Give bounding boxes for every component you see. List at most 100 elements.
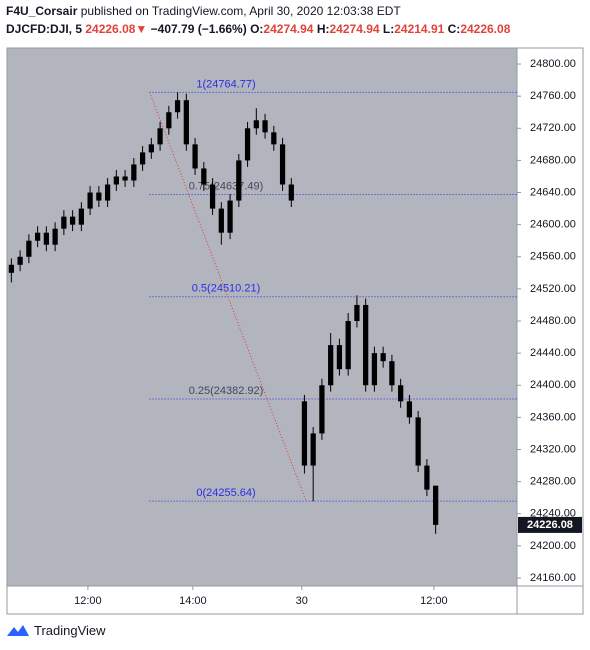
y-tick-label: 24760.00 [530, 90, 576, 102]
candle-body [328, 345, 334, 386]
candle-body [8, 264, 14, 273]
candle-body [310, 433, 316, 466]
candle-body [271, 132, 277, 145]
header-line: F4U_Corsair published on TradingView.com… [6, 4, 401, 18]
x-tick-label: 14:00 [179, 595, 207, 607]
candle-body [380, 353, 386, 362]
candle-body [78, 208, 84, 225]
h-label: H: [316, 22, 330, 36]
candle-body [227, 200, 233, 233]
candle-body [148, 144, 154, 153]
x-tick-label: 12:00 [420, 595, 448, 607]
footer: TradingView [6, 622, 106, 638]
fib-label: 0(24255.64) [196, 487, 255, 499]
frame [6, 47, 584, 615]
y-tick-label: 24560.00 [530, 251, 576, 263]
y-tick-label: 24440.00 [530, 347, 576, 359]
candle-body [157, 128, 163, 145]
candle-body [192, 144, 198, 169]
candle-body [415, 417, 421, 466]
candle-body [424, 465, 430, 490]
candle-body [166, 112, 172, 129]
plot-area [7, 48, 517, 586]
logo [7, 625, 29, 636]
symbol: DJCFD:DJI, 5 [6, 22, 83, 36]
y-tick-label: 24280.00 [530, 476, 576, 488]
y-tick-label: 24320.00 [530, 443, 576, 455]
fib-label: 0.25(24382.92) [189, 385, 264, 397]
candle-body [43, 232, 49, 245]
candle-body [87, 192, 93, 209]
fib-label: 1(24764.77) [196, 78, 255, 90]
brand: TradingView [34, 622, 106, 638]
candle-body [406, 401, 413, 418]
candle-body [244, 128, 251, 161]
l-value: 24214.91 [394, 22, 445, 36]
c-label: C: [447, 22, 461, 36]
h-value: 24274.94 [329, 22, 380, 36]
trend-line [149, 92, 307, 502]
last-price-label: 24226.08 [527, 519, 573, 531]
fib-label: 0.75(24637.49) [189, 180, 264, 192]
candle-body [131, 164, 137, 181]
published: published on TradingView.com, April 30, … [80, 4, 401, 18]
candle-body [122, 176, 128, 181]
l-label: L: [382, 22, 395, 36]
change: −407.79 (−1.66%) [150, 22, 247, 36]
candle-body [253, 120, 259, 129]
o-value: 24274.94 [263, 22, 314, 36]
candle-body [288, 184, 294, 201]
candle-body [139, 152, 146, 165]
y-tick-label: 24720.00 [530, 122, 576, 134]
y-tick-label: 24200.00 [530, 540, 576, 552]
o-label: O: [250, 22, 264, 36]
y-tick-label: 24800.00 [530, 58, 576, 70]
y-tick-label: 24640.00 [530, 186, 576, 198]
candle-body [209, 184, 216, 209]
y-tick-label: 24240.00 [530, 508, 576, 520]
candle-body [354, 304, 360, 322]
candle-body [26, 240, 32, 257]
candle-body [433, 485, 439, 525]
candle-body [69, 216, 76, 225]
y-tick-label: 24600.00 [530, 219, 576, 231]
candle-body [262, 120, 268, 133]
price: 24226.08 [85, 22, 136, 36]
x-tick-label: 12:00 [74, 595, 102, 607]
candle-body [345, 321, 351, 370]
candle-body [218, 208, 224, 233]
y-tick-label: 24480.00 [530, 315, 576, 327]
candle-body [174, 100, 181, 113]
arrow: ▼ [135, 22, 148, 36]
candle-body [389, 361, 395, 386]
y-tick-label: 24160.00 [530, 572, 576, 584]
candle-body [61, 216, 67, 229]
candle-body [34, 232, 41, 241]
y-tick-label: 24520.00 [530, 283, 576, 295]
candle-body [52, 228, 58, 245]
candle-body [236, 160, 242, 201]
y-tick-label: 24680.00 [530, 154, 576, 166]
author: F4U_Corsair [6, 4, 78, 18]
candle-body [201, 168, 207, 185]
candle-body [113, 176, 119, 185]
candle-body [96, 192, 102, 201]
c-value: 24226.08 [460, 22, 511, 36]
legend-line: DJCFD:DJI, 5 24226.08▼ −407.79 (−1.66%) … [6, 22, 510, 36]
last-price-tag [518, 516, 582, 533]
candle-body [371, 353, 378, 386]
fib-label: 0.5(24510.21) [192, 283, 261, 295]
candle-body [17, 256, 23, 265]
candle-body [104, 184, 111, 201]
candle-body [398, 385, 404, 402]
chart: 24160.00 24200.00 24240.00 24280.00 24320.00… [6, 47, 584, 615]
x-tick-label: 30 [296, 595, 308, 607]
candle-body [301, 401, 308, 466]
candle-body [363, 304, 369, 386]
candle-body [319, 385, 325, 434]
y-tick-label: 24360.00 [530, 411, 576, 423]
candle-body [183, 100, 189, 145]
candle-body [279, 144, 286, 185]
y-tick-label: 24400.00 [530, 379, 576, 391]
